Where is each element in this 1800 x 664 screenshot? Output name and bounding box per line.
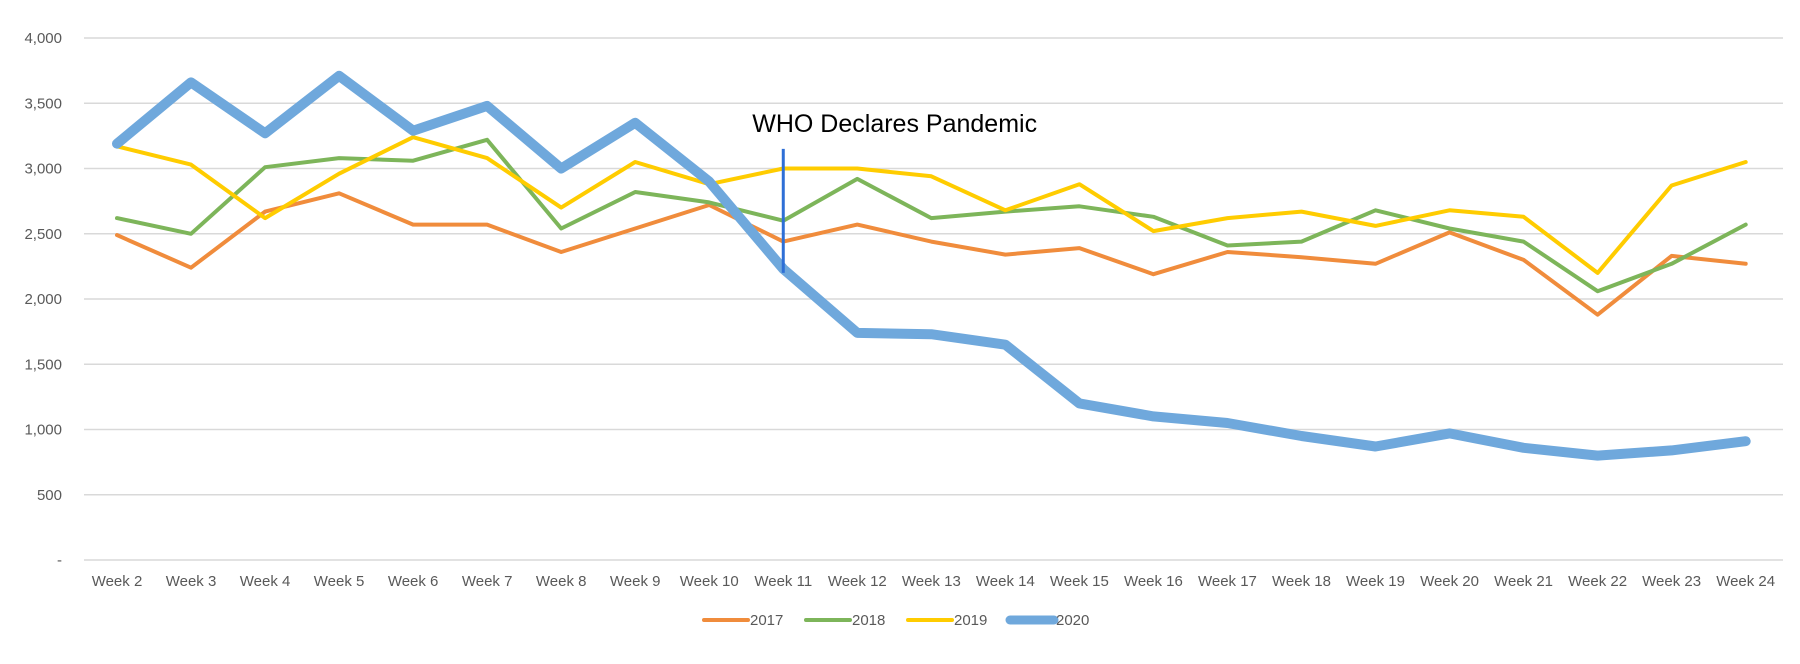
x-tick-label: Week 6 (388, 573, 439, 590)
x-tick-label: Week 8 (536, 573, 587, 590)
series-line-2018 (115, 137, 1748, 294)
x-tick-label: Week 15 (1050, 573, 1109, 590)
x-tick-label: Week 19 (1346, 573, 1405, 590)
x-tick-label: Week 22 (1568, 573, 1627, 590)
x-tick-label: Week 14 (976, 573, 1035, 590)
y-tick-label: - (57, 552, 62, 569)
x-tick-label: Week 16 (1124, 573, 1183, 590)
y-tick-label: 1,500 (24, 356, 62, 373)
y-tick-label: 1,000 (24, 422, 62, 439)
x-tick-label: Week 24 (1716, 573, 1775, 590)
series-lines (112, 70, 1751, 461)
x-tick-label: Week 9 (610, 573, 661, 590)
annotation: WHO Declares Pandemic (752, 110, 1037, 273)
series-line-2020 (112, 70, 1751, 461)
y-tick-label: 2,000 (24, 291, 62, 308)
legend-label-2020: 2020 (1056, 612, 1089, 629)
x-tick-label: Week 2 (92, 573, 143, 590)
legend-label-2018: 2018 (852, 612, 885, 629)
x-tick-label: Week 13 (902, 573, 961, 590)
x-tick-label: Week 5 (314, 573, 365, 590)
legend-label-2019: 2019 (954, 612, 987, 629)
x-tick-label: Week 23 (1642, 573, 1701, 590)
x-tick-label: Week 3 (166, 573, 217, 590)
x-tick-label: Week 7 (462, 573, 513, 590)
y-tick-label: 3,000 (24, 161, 62, 178)
x-tick-label: Week 21 (1494, 573, 1553, 590)
y-tick-label: 4,000 (24, 30, 62, 47)
x-tick-label: Week 10 (680, 573, 739, 590)
x-tick-label: Week 12 (828, 573, 887, 590)
y-tick-label: 3,500 (24, 95, 62, 112)
annotation-label: WHO Declares Pandemic (752, 110, 1037, 138)
gridlines (84, 37, 1783, 561)
x-tick-label: Week 18 (1272, 573, 1331, 590)
legend: 2017 2018 2019 2020 (702, 612, 1089, 629)
y-tick-label: 500 (37, 487, 62, 504)
y-tick-label: 2,500 (24, 226, 62, 243)
x-tick-label: Week 11 (754, 573, 812, 590)
legend-label-2017: 2017 (750, 612, 783, 629)
y-axis-tick-labels: - 500 1,000 1,500 2,000 2,500 3,000 3,500 4,000 (24, 30, 62, 569)
series-line-2019 (115, 135, 1748, 275)
series-line-2017 (115, 191, 1748, 317)
x-axis-tick-labels: Week 2 Week 3 Week 4 Week 5 Week 6 Week 7 Week… (92, 573, 1775, 590)
x-tick-label: Week 17 (1198, 573, 1257, 590)
x-tick-label: Week 20 (1420, 573, 1479, 590)
x-tick-label: Week 4 (240, 573, 291, 590)
